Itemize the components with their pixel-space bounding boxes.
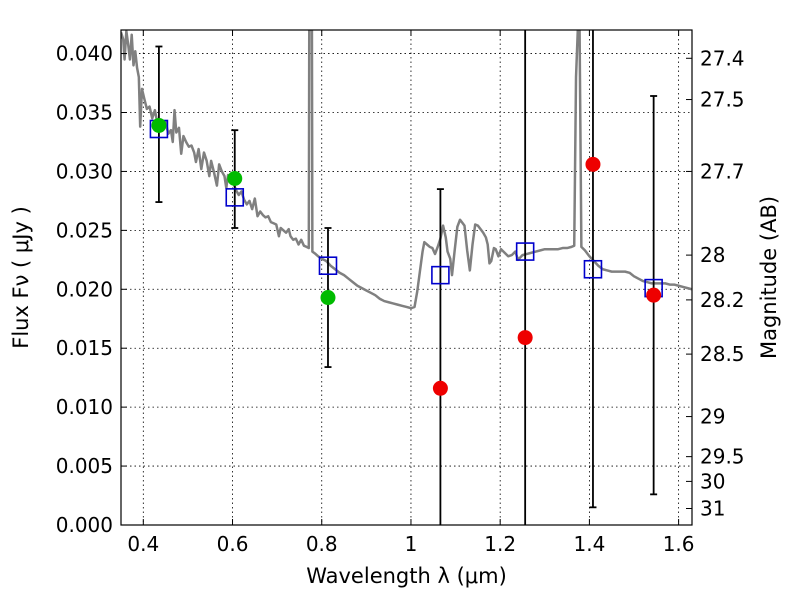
y-tick-label: 0.010 [56,395,113,419]
x-tick-label: 1.6 [663,532,695,556]
x-tick-label: 1.2 [484,532,516,556]
mag-tick-label: 28.2 [700,288,745,312]
y-tick-label: 0.005 [56,454,113,478]
marker-layer [149,117,663,396]
mag-tick-label: 28 [700,243,725,267]
mag-tick-label: 29 [700,405,725,429]
upper-limit-point [646,287,662,303]
mag-tick-label: 28.5 [700,342,745,366]
plot-frame [120,29,693,526]
mag-tick-label: 27.5 [700,88,745,112]
x-tick-label: 1 [405,532,418,556]
mag-tick-label: 30 [700,469,725,493]
y-tick-label: 0.030 [56,159,113,183]
y-tick-label: 0.000 [56,513,113,537]
y-tick-label: 0.015 [56,336,113,360]
model-flux-square [515,242,535,261]
y-tick-label: 0.020 [56,277,113,301]
detection-point [151,117,167,133]
mag-tick-label: 27.7 [700,159,745,183]
sed-curve-layer [121,30,692,310]
x-tick-label: 0.6 [217,532,249,556]
y-tick-label: 0.025 [56,218,113,242]
model-flux-square [318,256,338,276]
model-flux-square [583,259,603,279]
x-tick-label: 0.4 [127,532,159,556]
upper-limit-point [585,156,601,172]
model-flux-square [225,188,245,207]
mag-tick-label: 29.5 [700,445,745,469]
upper-limit-point [432,380,448,396]
x-tick-label: 0.8 [306,532,338,556]
y-tick-label: 0.040 [56,42,113,66]
detection-point [227,171,243,186]
detection-point [320,290,336,306]
y-tick-label: 0.035 [56,101,113,125]
x-tick-label: 1.4 [573,532,605,556]
ticks: 0.4 0.6 0.8 1 1.2 1.4 1.6 0.000 0.005 0.010 0.015 0… [56,30,745,556]
error-bar-layer [155,30,658,525]
x-axis-title: Wavelength λ (μm) [306,564,507,588]
mag-tick-label: 27.4 [700,46,745,70]
upper-limit-point [517,330,533,346]
grid-lines [121,30,692,526]
y-axis-title: Flux Fν ( μJy ) [9,206,33,349]
y2-axis-title: Magnitude (AB) [757,196,781,359]
sed-model-line [121,30,692,310]
mag-tick-label: 31 [700,497,725,521]
model-flux-square [431,265,450,285]
